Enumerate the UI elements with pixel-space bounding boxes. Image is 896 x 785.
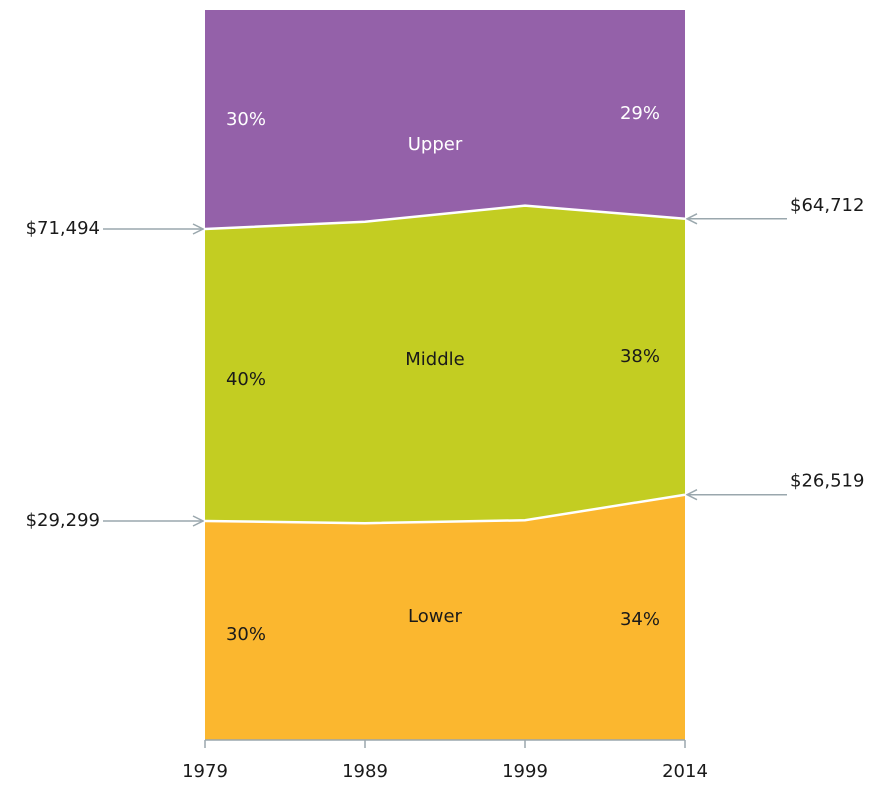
annotation: $26,519 [790,471,864,492]
value-label: 38% [620,346,660,367]
area [205,205,685,524]
boundary-line [204,493,686,525]
x-tick-label: 1979 [182,761,228,782]
annotation: $71,494 [26,218,100,239]
value-label: 30% [226,624,266,645]
x-tick-label: 2014 [662,761,708,782]
series-label: Upper [408,134,463,155]
boundary-line [204,204,686,231]
series-label: Lower [408,606,463,627]
x-tick-label: 1989 [342,761,388,782]
area [205,494,685,740]
series-label: Middle [405,349,464,370]
value-label: 30% [226,109,266,130]
value-label: 34% [620,609,660,630]
x-tick-label: 1999 [502,761,548,782]
annotation: $64,712 [790,195,864,216]
annotation: $29,299 [26,510,100,531]
value-label: 29% [620,103,660,124]
area [205,10,685,229]
value-label: 40% [226,369,266,390]
